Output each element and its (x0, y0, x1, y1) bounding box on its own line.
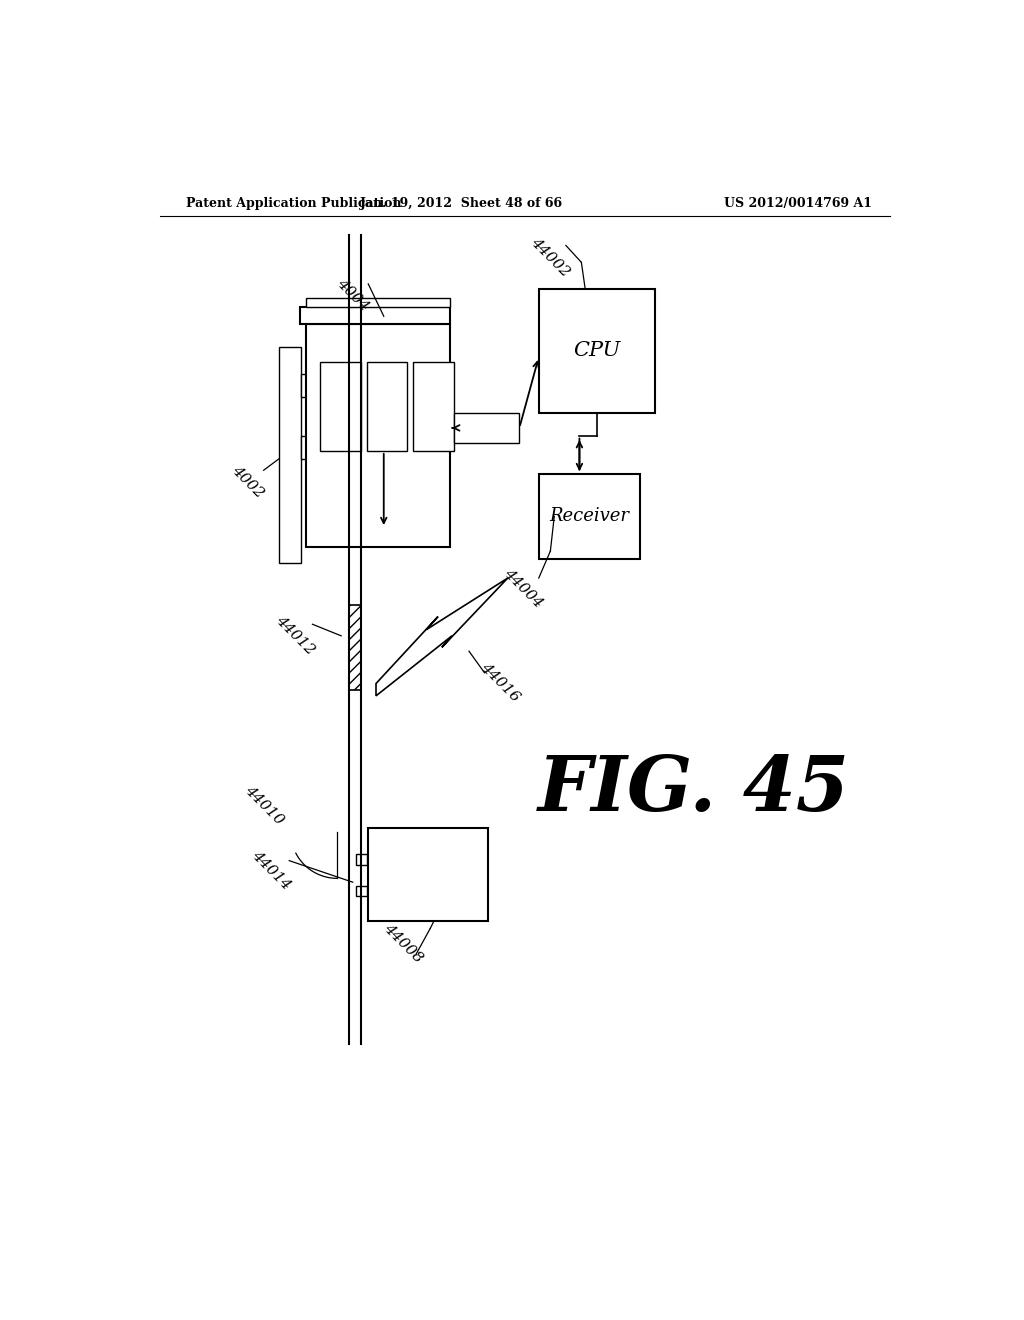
Bar (539, 474, 640, 558)
Bar (300, 308, 450, 323)
Bar (356, 886, 367, 896)
Bar (414, 363, 454, 451)
Bar (369, 829, 488, 921)
Text: Receiver: Receiver (549, 507, 629, 525)
Text: 44004: 44004 (501, 566, 546, 610)
Bar (349, 605, 360, 689)
Text: FIG. 45: FIG. 45 (538, 752, 850, 826)
Bar (367, 363, 407, 451)
Text: 4004: 4004 (334, 277, 372, 314)
Bar (356, 854, 367, 865)
Text: US 2012/0014769 A1: US 2012/0014769 A1 (724, 197, 872, 210)
Bar (306, 298, 450, 308)
Text: 44010: 44010 (242, 783, 286, 828)
Text: 44008: 44008 (381, 921, 425, 966)
Text: 44002: 44002 (528, 235, 572, 279)
Bar (306, 323, 450, 548)
Text: 44016: 44016 (478, 660, 522, 704)
Bar (321, 363, 360, 451)
Text: CPU: CPU (573, 342, 621, 360)
Text: 44014: 44014 (249, 849, 294, 892)
Polygon shape (376, 578, 508, 696)
Text: 44012: 44012 (272, 614, 316, 657)
Text: Jan. 19, 2012  Sheet 48 of 66: Jan. 19, 2012 Sheet 48 of 66 (359, 197, 563, 210)
Bar (301, 436, 314, 459)
Bar (454, 412, 519, 444)
Bar (280, 347, 301, 562)
Text: 4002: 4002 (229, 463, 267, 500)
Bar (301, 374, 314, 397)
Text: Patent Application Publication: Patent Application Publication (186, 197, 401, 210)
Bar (539, 289, 655, 413)
